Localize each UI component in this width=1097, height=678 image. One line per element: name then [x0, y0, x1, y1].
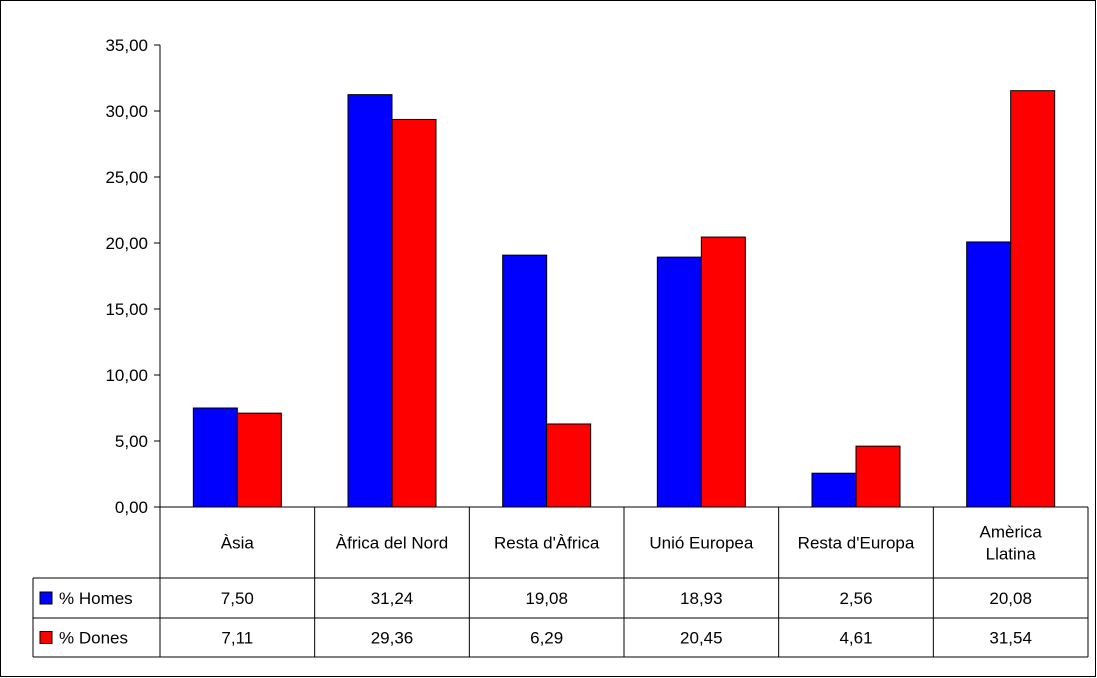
legend-swatch-dones — [39, 631, 53, 644]
y-tick-label: 20,00 — [105, 234, 148, 253]
bar-dones — [236, 412, 282, 508]
legend-label-homes: % Homes — [59, 589, 133, 608]
y-tick-label: 35,00 — [105, 36, 148, 55]
y-axis: 0,00 5,00 10,00 15,00 20,00 25,00 30,00 35,00 — [105, 36, 161, 517]
category-label: Amèrica Llatina — [979, 523, 1042, 564]
category-label: Resta d'Àfrica — [494, 534, 600, 553]
data-label-dones: 20,45 — [680, 629, 723, 648]
y-tick-label: 5,00 — [115, 432, 148, 451]
bar-homes — [347, 94, 393, 508]
y-tick-label: 10,00 — [105, 366, 148, 385]
bar-homes — [502, 254, 548, 508]
bar-dones — [700, 236, 746, 508]
category-label: Resta d'Europa — [798, 534, 915, 553]
data-label-homes: 31,24 — [371, 589, 414, 608]
bar-homes — [966, 241, 1012, 508]
category-label: Unió Europea — [649, 534, 754, 553]
data-label-dones: 31,54 — [989, 629, 1032, 648]
bar-homes — [192, 407, 238, 508]
legend-swatch-homes — [39, 591, 53, 605]
data-label-homes: 2,56 — [839, 589, 872, 608]
y-tick-label: 25,00 — [105, 168, 148, 187]
bars — [192, 90, 1056, 508]
category-label: Àsia — [221, 534, 255, 553]
data-label-dones: 7,11 — [221, 629, 253, 648]
data-label-dones: 29,36 — [371, 629, 414, 648]
data-table: Àsia Àfrica del Nord Resta d'Àfrica Unió Eu… — [32, 506, 1089, 658]
data-label-dones: 6,29 — [530, 629, 563, 648]
data-label-homes: 19,08 — [525, 589, 568, 608]
data-label-dones: 4,61 — [839, 629, 872, 648]
legend-label-dones: % Dones — [59, 629, 128, 648]
data-label-homes: 18,93 — [680, 589, 723, 608]
y-tick-label: 30,00 — [105, 102, 148, 121]
bar-dones — [855, 445, 901, 508]
bar-homes — [656, 256, 702, 508]
category-label: Àfrica del Nord — [336, 534, 448, 553]
bar-homes — [811, 472, 857, 508]
bar-dones — [546, 423, 592, 508]
bar-dones — [391, 118, 437, 508]
y-tick-label: 0,00 — [115, 498, 148, 517]
y-tick-label: 15,00 — [105, 300, 148, 319]
data-label-homes: 7,50 — [221, 589, 254, 608]
bar-dones — [1010, 90, 1056, 508]
data-label-homes: 20,08 — [989, 589, 1032, 608]
